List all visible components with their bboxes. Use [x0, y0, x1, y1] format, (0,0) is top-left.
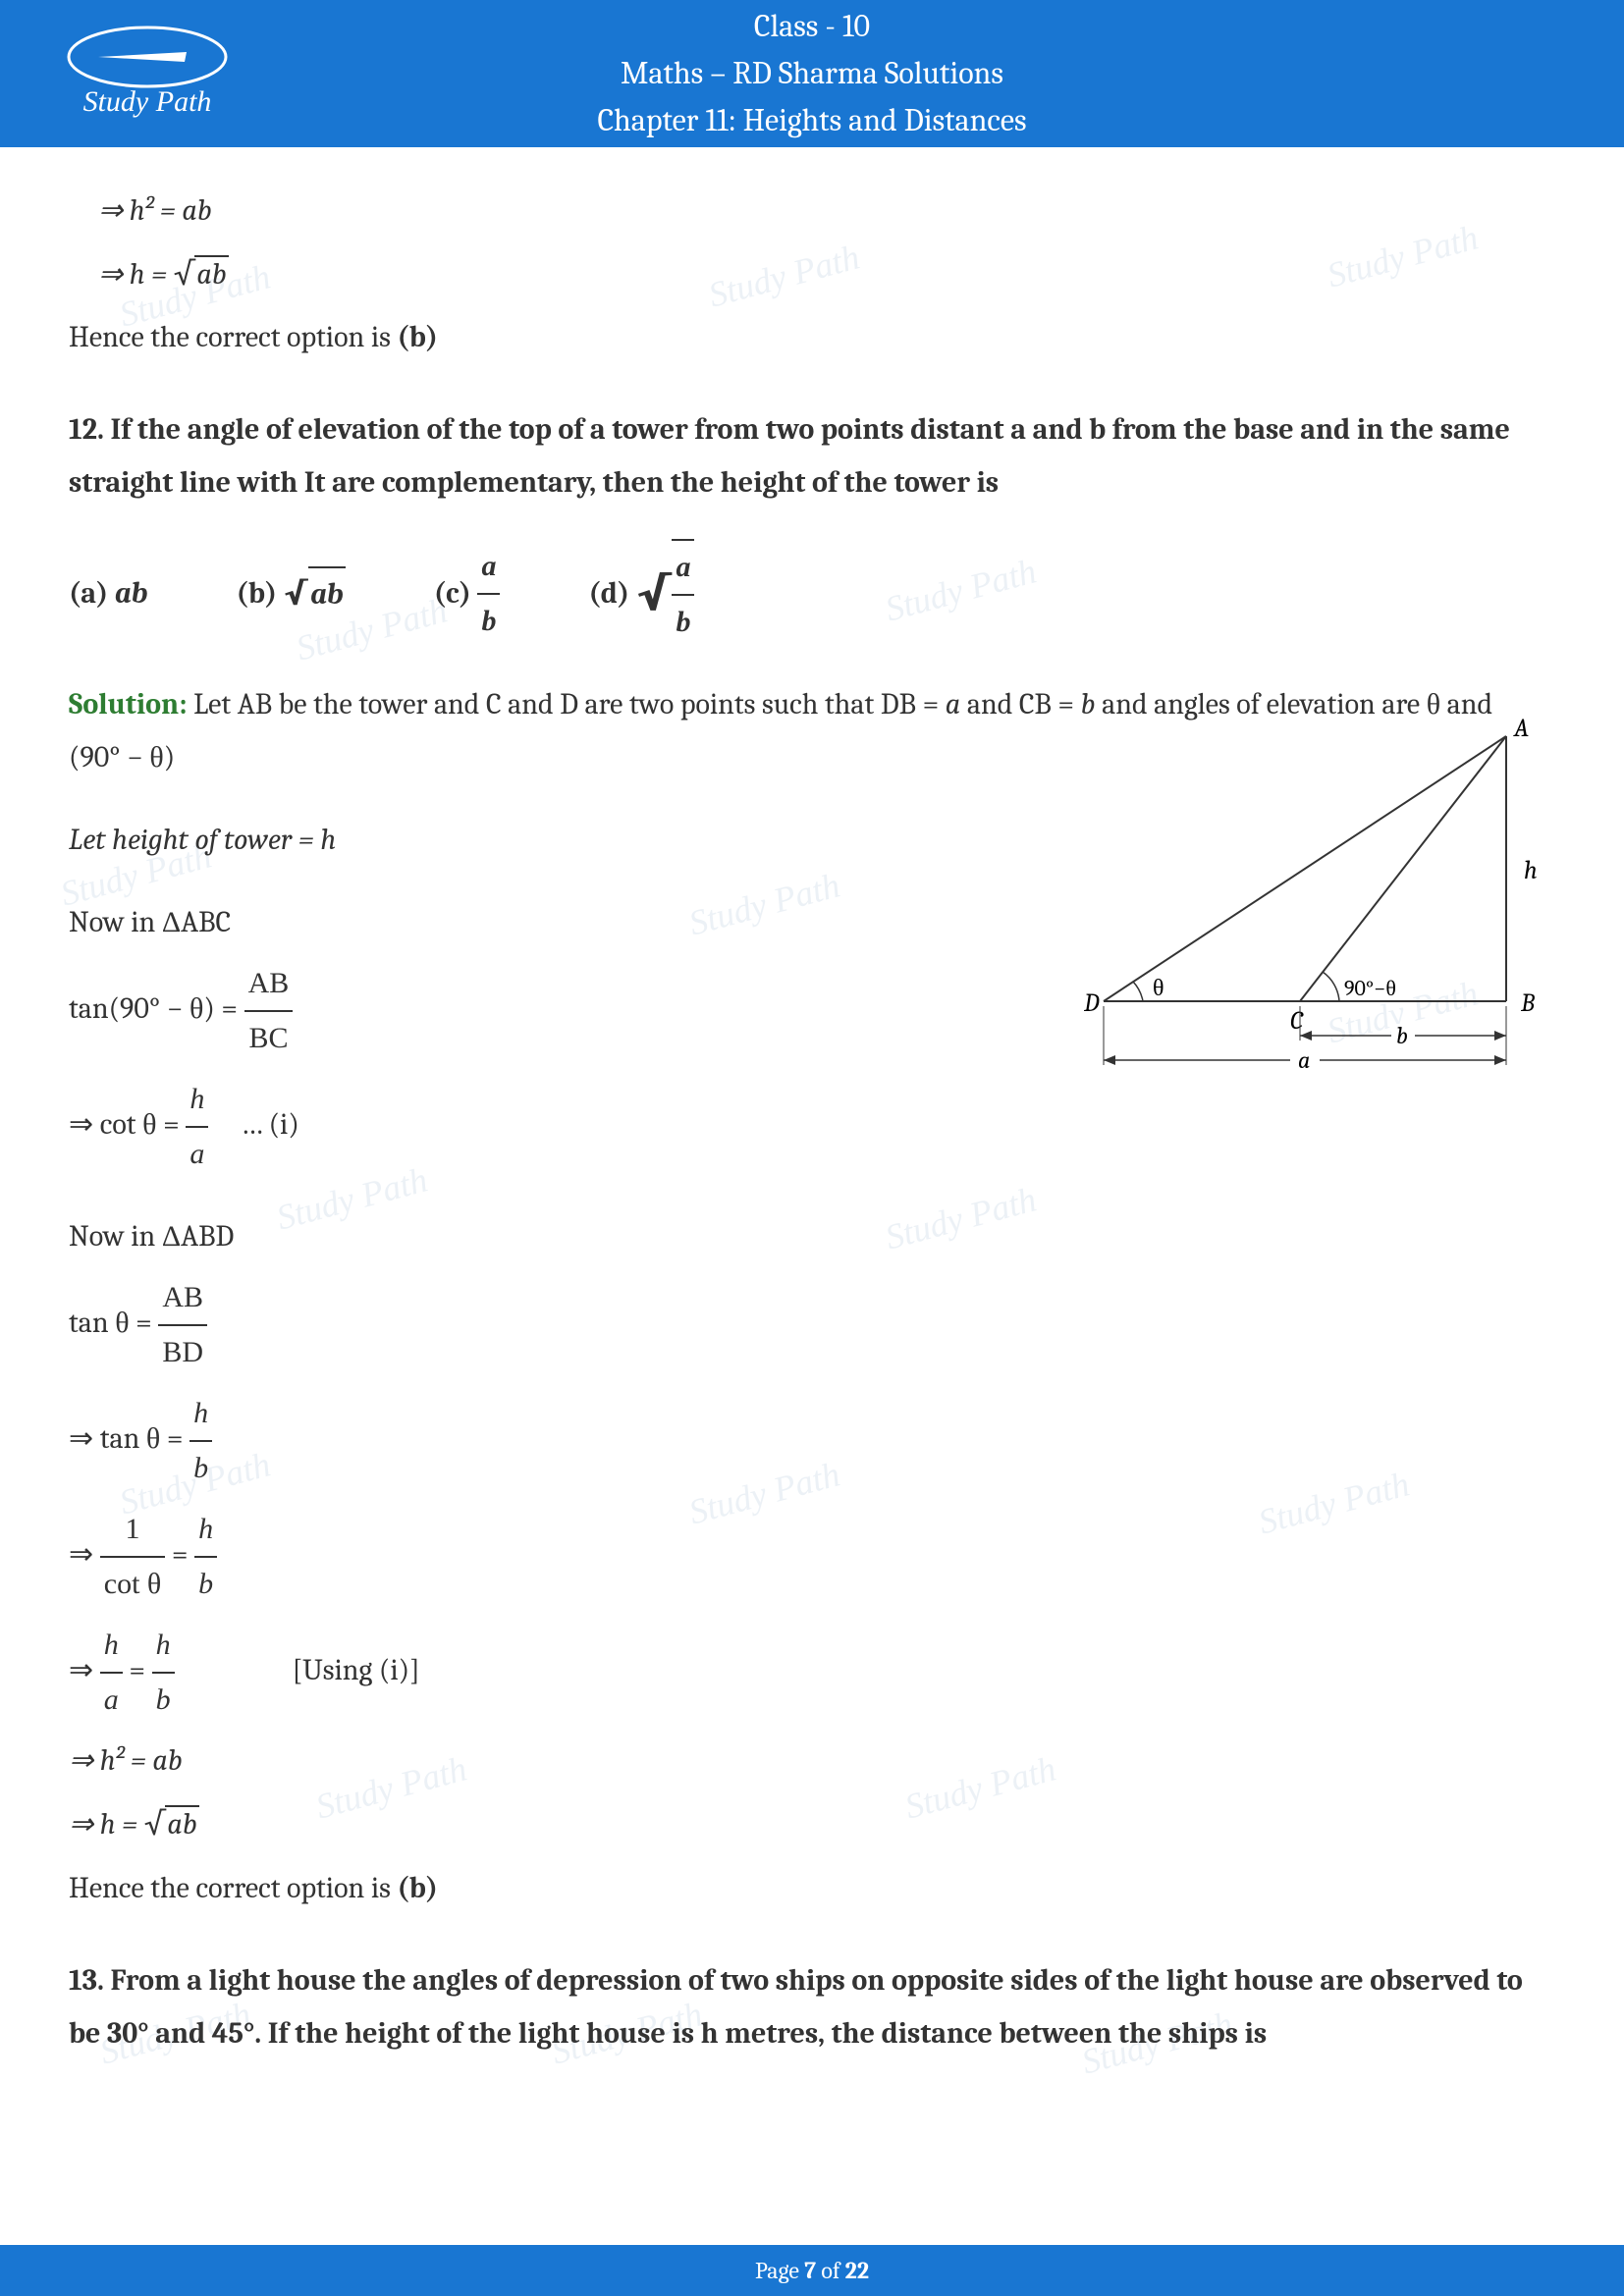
- option-b-val: ab: [308, 566, 346, 621]
- footer-total: 22: [845, 2257, 869, 2284]
- eq-l-den: a: [100, 1674, 123, 1727]
- tan2-num: h: [189, 1387, 212, 1442]
- recip-r-den: b: [194, 1558, 217, 1611]
- eq-l-num: h: [100, 1619, 123, 1674]
- option-b-label: (b): [237, 567, 278, 620]
- recip-l-num: 1: [100, 1503, 166, 1558]
- tan2-prefix: ⇒ tan θ =: [69, 1421, 189, 1456]
- q12-conclusion: Hence the correct option is (b): [69, 1862, 1555, 1915]
- h-sqrt-arg: ab: [165, 1805, 198, 1842]
- option-a: (a) ab: [69, 539, 148, 649]
- header-title: Class - 10 Maths – RD Sharma Solutions C…: [275, 3, 1349, 144]
- eq-prefix: ⇒: [69, 1653, 100, 1687]
- label-A: A: [1513, 714, 1529, 743]
- prev-conclusion: Hence the correct option is (b): [69, 311, 1555, 364]
- option-d: (d) √ab: [588, 539, 694, 649]
- eq-hh: ⇒ ha = hb [Using (i)]: [69, 1619, 1555, 1727]
- label-B: B: [1520, 988, 1535, 1018]
- cot-den: a: [186, 1128, 208, 1181]
- cot-num: h: [186, 1073, 208, 1128]
- recip-r-num: h: [194, 1503, 217, 1558]
- tan90-den: BC: [244, 1012, 294, 1065]
- tan90-lhs: tan(90° − θ) =: [69, 991, 244, 1026]
- page-header: Study Path Class - 10 Maths – RD Sharma …: [0, 0, 1624, 147]
- intro-p1: Let AB be the tower and C and D are two …: [193, 687, 946, 721]
- option-a-label: (a): [69, 567, 108, 620]
- option-d-label: (d): [588, 567, 629, 620]
- recip-mid: =: [165, 1537, 194, 1572]
- solution-label: Solution:: [69, 687, 193, 721]
- recip-prefix: ⇒: [69, 1537, 100, 1572]
- header-class: Class - 10: [275, 3, 1349, 50]
- option-c: (c) ab: [434, 539, 501, 649]
- footer-mid: of: [816, 2257, 845, 2284]
- triangle-figure: A B C D h θ 90°−θ a b: [1084, 707, 1555, 1099]
- eq-r-num: h: [152, 1619, 175, 1674]
- h-prefix: ⇒ h =: [69, 1807, 144, 1842]
- tan2-den: b: [189, 1442, 212, 1495]
- question-12: 12. If the angle of elevation of the top…: [69, 403, 1555, 509]
- label-b: b: [1396, 1022, 1408, 1049]
- conclusion-answer: (b): [398, 320, 439, 354]
- q12-options: (a) ab (b) √ab (c) ab (d) √ab: [69, 539, 1555, 649]
- option-d-den: b: [672, 596, 694, 649]
- label-comp: 90°−θ: [1344, 976, 1396, 1001]
- header-subject: Maths – RD Sharma Solutions: [275, 50, 1349, 97]
- eq-tan: tan θ = ABBD: [69, 1271, 1555, 1379]
- header-chapter: Chapter 11: Heights and Distances: [275, 97, 1349, 144]
- option-d-num: a: [672, 541, 694, 596]
- conclusion-answer: (b): [398, 1871, 439, 1905]
- tan90-num: AB: [244, 957, 294, 1012]
- sqrt-arg: ab: [194, 255, 228, 292]
- option-c-label: (c): [434, 567, 471, 620]
- label-C: C: [1290, 1006, 1304, 1036]
- question-13: 13. From a light house the angles of dep…: [69, 1954, 1555, 2060]
- eq-mid: =: [123, 1653, 152, 1687]
- eq-h: ⇒ h = √ab: [69, 1795, 1555, 1853]
- footer-prefix: Page: [755, 2257, 804, 2284]
- conclusion-text: Hence the correct option is: [69, 1871, 398, 1905]
- eq-h2: ⇒ h² = ab: [69, 1735, 1555, 1788]
- logo-text: Study Path: [83, 85, 212, 118]
- footer-page: 7: [804, 2257, 816, 2284]
- cot-prefix: ⇒ cot θ =: [69, 1107, 186, 1142]
- option-c-num: a: [477, 540, 500, 595]
- option-a-val: ab: [115, 567, 148, 620]
- logo-icon: Study Path: [39, 18, 255, 126]
- cot-suffix: … (i): [208, 1107, 299, 1142]
- intro-a: a: [946, 687, 960, 721]
- page-footer: Page 7 of 22: [0, 2245, 1624, 2296]
- eq-prefix: ⇒ h =: [98, 257, 174, 292]
- option-b: (b) √ab: [237, 539, 346, 649]
- now-abd: Now in ΔABD: [69, 1210, 1555, 1263]
- intro-p2: and CB =: [960, 687, 1080, 721]
- recip-l-den: cot θ: [100, 1558, 166, 1611]
- eq-r-den: b: [152, 1674, 175, 1727]
- eq-recip: ⇒ 1cot θ = hb: [69, 1503, 1555, 1611]
- tan-num: AB: [158, 1271, 207, 1326]
- tan-den: BD: [158, 1326, 207, 1379]
- page-content: ⇒ h² = ab ⇒ h = √ab Hence the correct op…: [0, 147, 1624, 2060]
- prev-eq-1: ⇒ h² = ab: [69, 185, 1555, 238]
- label-D: D: [1084, 988, 1100, 1018]
- prev-eq-2: ⇒ h = √ab: [69, 245, 1555, 303]
- option-c-den: b: [477, 595, 500, 648]
- logo: Study Path: [39, 18, 275, 130]
- label-a: a: [1298, 1046, 1310, 1074]
- conclusion-text: Hence the correct option is: [69, 320, 398, 354]
- tan-lhs: tan θ =: [69, 1306, 158, 1340]
- label-theta: θ: [1153, 974, 1164, 1001]
- eq-tan2: ⇒ tan θ = hb: [69, 1387, 1555, 1495]
- eq-note: [Using (i)]: [293, 1653, 420, 1687]
- label-h: h: [1524, 856, 1538, 885]
